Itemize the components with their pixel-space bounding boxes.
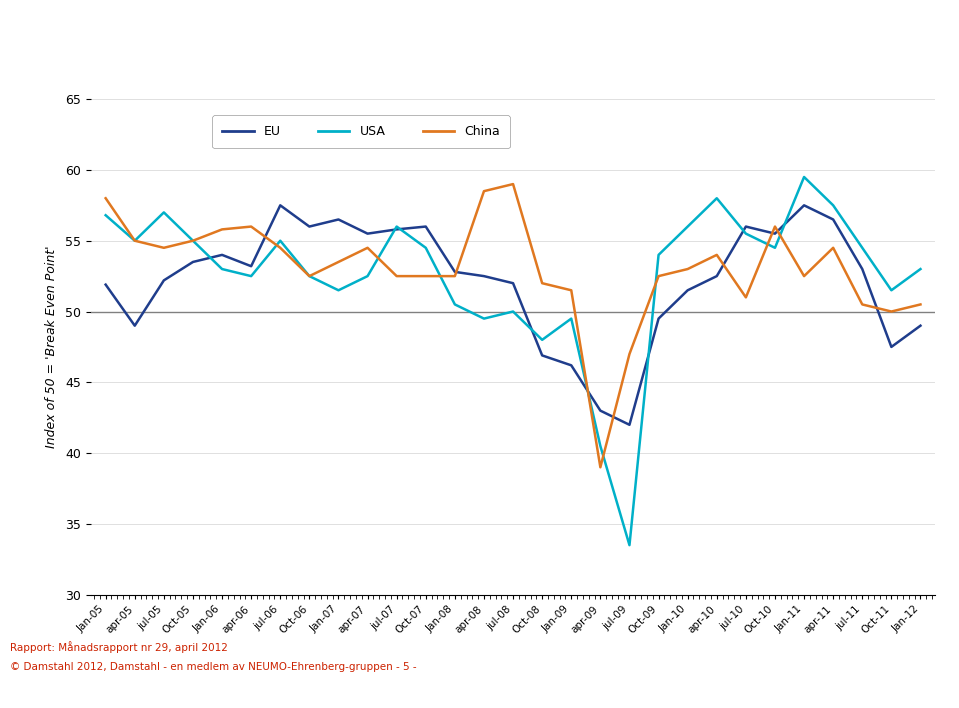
Y-axis label: Index of 50 = 'Break Even Point': Index of 50 = 'Break Even Point' [45, 246, 58, 448]
Text: Europa har återligen försvagat under mars – ligger kvar under  index "50": Europa har återligen försvagat under mar… [288, 64, 803, 81]
Text: Rapport: Månadsrapport nr 29, april 2012: Rapport: Månadsrapport nr 29, april 2012 [10, 641, 227, 653]
Legend: EU, USA, China: EU, USA, China [213, 115, 510, 148]
Text: Var står vi i konjunkturcykeln?: Var står vi i konjunkturcykeln? [288, 17, 550, 34]
Text: © Damstahl 2012, Damstahl - en medlem av NEUMO-Ehrenberg-gruppen - 5 -: © Damstahl 2012, Damstahl - en medlem av… [10, 662, 416, 672]
Text: Status för mars 2012: Status för mars 2012 [288, 41, 450, 56]
